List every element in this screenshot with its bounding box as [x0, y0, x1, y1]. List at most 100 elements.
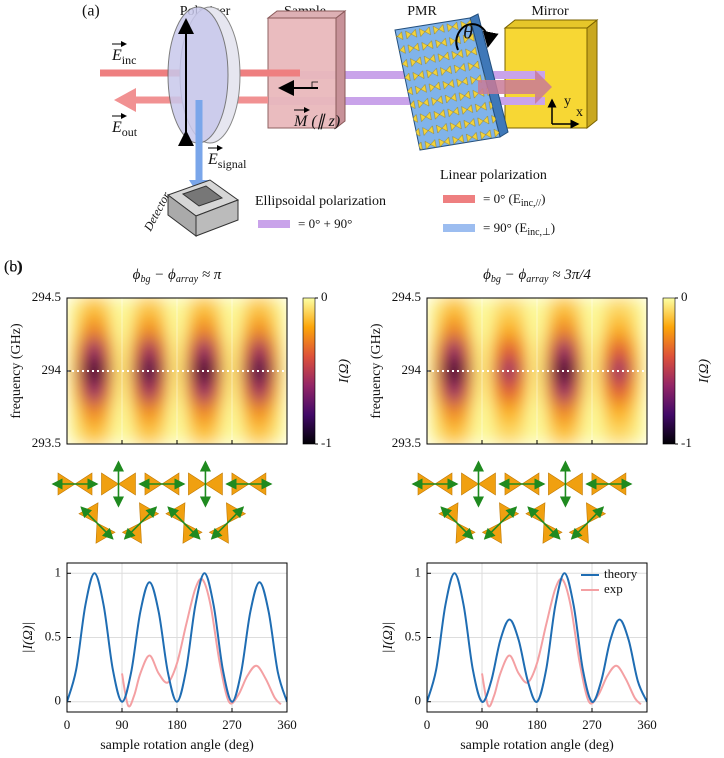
heatmap-cell — [204, 422, 214, 444]
x-tick-label: 0 — [424, 717, 431, 732]
heatmap-cell — [555, 401, 565, 424]
heatmap-cell — [610, 422, 620, 444]
bowtie-icon — [51, 472, 99, 496]
heatmap-cell — [149, 381, 159, 403]
heatmap-cell — [222, 381, 233, 403]
heatmap-cell — [427, 381, 437, 403]
title-text: − ϕ — [501, 267, 527, 283]
heatmap-cell — [121, 401, 132, 424]
bowtie-icon — [498, 472, 546, 496]
heatmap-cell — [149, 401, 159, 424]
legend-text: = 90° (E — [483, 220, 527, 235]
heatmap-cell — [67, 422, 77, 444]
subscript: inc,⊥ — [527, 227, 550, 238]
y-tick-label: 294 — [42, 362, 62, 377]
heatmap-cell — [490, 318, 501, 341]
heatmap-cell — [213, 401, 224, 424]
line-series — [67, 572, 287, 703]
bowtie-icon — [411, 472, 459, 496]
heatmap-cell — [112, 401, 123, 424]
heatmap-cell — [176, 401, 187, 424]
orientation-icons — [411, 460, 633, 544]
heatmap-cell — [536, 298, 547, 320]
heatmap-cell — [591, 381, 602, 403]
heatmap-cell — [472, 422, 483, 444]
heatmap-cell — [509, 318, 519, 341]
heatmap-cell — [472, 318, 483, 341]
y-tick-label: 1 — [415, 564, 422, 579]
heatmap-cell — [103, 298, 114, 320]
heatmap-cell — [472, 339, 483, 361]
heatmap-cell — [472, 381, 483, 403]
heatmap-cell — [176, 422, 187, 444]
bowtie-icon — [165, 502, 203, 544]
heatmap-cell — [500, 318, 510, 341]
colorbar — [302, 297, 316, 445]
pmr-pattern — [395, 18, 500, 150]
heatmap-cell — [185, 401, 196, 424]
orientation-icons — [51, 460, 273, 544]
y-tick-label: 294.5 — [32, 289, 61, 304]
heatmap-cell — [94, 401, 104, 424]
bowtie-icon — [188, 460, 223, 508]
heatmap-cell — [527, 339, 538, 361]
heatmap-cell — [518, 339, 529, 361]
heatmap-cell — [185, 318, 196, 341]
heatmap-cell — [130, 401, 141, 424]
colorbar — [662, 297, 676, 445]
heatmap-cell — [591, 401, 602, 424]
legend-label: = 90° (Einc,⊥) — [483, 220, 555, 238]
polarization-arrow — [483, 506, 518, 540]
vector-label: Esignal — [207, 151, 247, 171]
mirror-side — [586, 18, 598, 130]
x-axis-label: sample rotation angle (deg) — [460, 738, 614, 753]
bowtie-icon — [568, 502, 607, 544]
heatmap-cell — [628, 422, 639, 444]
heatmap-cell — [555, 360, 565, 382]
bowtie-icon — [78, 502, 116, 544]
heatmap-cell — [158, 298, 169, 320]
heatmap-cell — [490, 422, 501, 444]
heatmap-cell — [195, 401, 205, 424]
heatmap-cell — [582, 318, 593, 341]
line-series — [121, 577, 282, 708]
heatmap-cell — [213, 381, 224, 403]
heatmap-cell — [536, 318, 547, 341]
bowtie-icon — [548, 460, 583, 508]
heatmap-cell — [185, 381, 196, 403]
heatmap-cell — [628, 401, 639, 424]
heatmap-cell — [259, 318, 269, 341]
heatmap-cell — [500, 360, 510, 382]
heatmap-cell — [94, 422, 104, 444]
heatmap-cell — [250, 360, 260, 382]
heatmap-cell — [591, 360, 602, 382]
heatmap-cell — [573, 381, 584, 403]
heatmap-cell — [536, 401, 547, 424]
heatmap-cell — [167, 422, 178, 444]
colorbar-tick-label: 0 — [681, 289, 688, 304]
label: PMR — [407, 4, 437, 19]
heatmap-cell — [94, 360, 104, 382]
heatmap-cell — [500, 401, 510, 424]
heatmap-cell — [67, 360, 77, 382]
heatmap-cell — [527, 401, 538, 424]
heatmap-cell — [573, 318, 584, 341]
y-tick-label: 0.5 — [405, 628, 421, 643]
heatmap-cell — [259, 339, 269, 361]
x-tick-label: 360 — [637, 717, 657, 732]
title-text: ϕ — [483, 267, 491, 283]
heatmap-cell — [481, 298, 492, 320]
heatmap-cell — [67, 339, 77, 361]
heatmap-cell — [600, 401, 611, 424]
heatmap-cell — [85, 401, 95, 424]
heatmap-cell — [75, 381, 86, 403]
title-text: ≈ π — [198, 267, 222, 283]
heatmap-cell — [545, 360, 556, 382]
heatmap-cell — [591, 298, 602, 320]
heatmap-cell — [610, 339, 620, 361]
line-series — [481, 577, 642, 708]
bowtie-icon — [525, 502, 563, 544]
heatmap-cell — [204, 401, 214, 424]
heatmap-cell — [435, 422, 446, 444]
heatmap-cell — [185, 298, 196, 320]
